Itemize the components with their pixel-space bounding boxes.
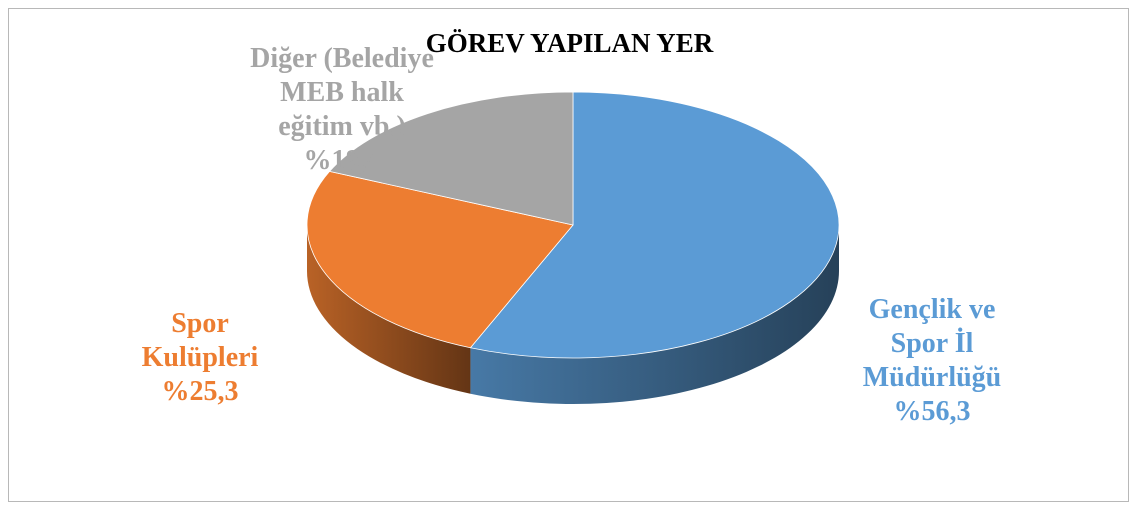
- slice-label-value: %18,4: [303, 145, 381, 176]
- slice-label-line: Spor İl: [890, 328, 974, 359]
- slice-label-value: %25,3: [161, 376, 239, 407]
- pie-slice: [306, 170, 574, 349]
- pie-slice-side: [307, 225, 471, 394]
- slice-label-line: Müdürlüğü: [862, 362, 1002, 393]
- slice-label-value: %56,3: [893, 396, 971, 427]
- slice-label-line: Spor: [171, 308, 229, 339]
- slice-label-diger: Diğer (Belediye MEB halk eğitim vb.) %18…: [222, 42, 462, 178]
- chart-title: GÖREV YAPILAN YER: [425, 28, 714, 58]
- slice-label-line: MEB halk: [280, 77, 404, 108]
- slice-label-line: Diğer (Belediye: [250, 43, 434, 74]
- slice-label-line: Gençlik ve: [868, 294, 996, 325]
- pie-slice-side: [470, 225, 839, 404]
- slice-label-spor: Spor Kulüpleri %25,3: [110, 307, 290, 409]
- slice-label-line: Kulüpleri: [141, 342, 259, 373]
- pie-slice: [328, 91, 574, 226]
- slice-label-genclik: Gençlik ve Spor İl Müdürlüğü %56,3: [832, 293, 1032, 429]
- pie-slice: [469, 91, 840, 359]
- slice-label-line: eğitim vb.): [278, 111, 406, 142]
